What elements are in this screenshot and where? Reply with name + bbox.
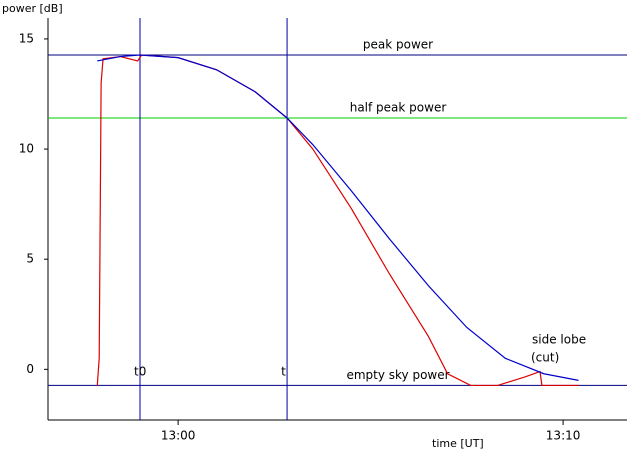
y-axis-label: power [dB]: [2, 2, 63, 15]
reference-label: t0: [134, 365, 146, 379]
y-tick-label: 5: [26, 252, 34, 266]
x-tick-label: 13:00: [161, 429, 196, 443]
x-axis-label: time [UT]: [432, 437, 484, 450]
reference-label: t: [281, 365, 286, 379]
annotation: side lobe: [532, 333, 586, 347]
y-tick-label: 10: [19, 142, 34, 156]
annotation: (cut): [531, 351, 559, 365]
x-tick-label: 13:10: [546, 429, 581, 443]
reference-label: peak power: [363, 38, 433, 52]
y-tick-label: 15: [19, 31, 34, 45]
y-tick-label: 0: [26, 362, 34, 376]
data-line: [97, 54, 579, 381]
reference-label: empty sky power: [346, 368, 449, 382]
reference-label: half peak power: [350, 101, 447, 115]
